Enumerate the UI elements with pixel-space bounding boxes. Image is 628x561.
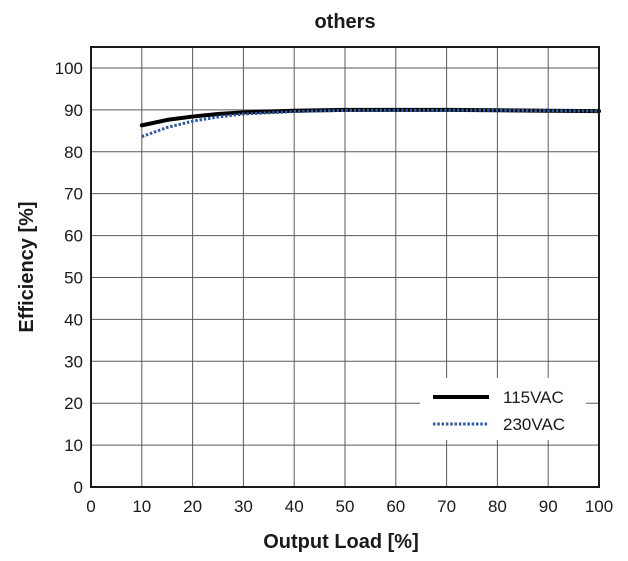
y-tick-label: 10 [64, 436, 83, 455]
chart-title: others [314, 11, 375, 33]
y-axis-title: Efficiency [%] [16, 201, 38, 332]
x-tick-label: 30 [234, 497, 253, 516]
x-tick-label: 60 [386, 497, 405, 516]
y-tick-label: 70 [64, 185, 83, 204]
legend: 115VAC 230VAC [420, 378, 586, 440]
series-line-230vac [141, 108, 600, 139]
plot-frame [90, 46, 600, 488]
series-layer [139, 107, 601, 139]
y-tick-labels: 0 10 20 30 40 50 60 70 80 90 100 [55, 59, 83, 497]
x-tick-labels: 0 10 20 30 40 50 60 70 80 90 100 [86, 497, 613, 516]
series-line-115vac [139, 107, 601, 128]
x-tick-label: 10 [132, 497, 151, 516]
x-tick-label: 50 [336, 497, 355, 516]
y-tick-label: 50 [64, 268, 83, 287]
x-tick-label: 20 [183, 497, 202, 516]
y-tick-label: 60 [64, 227, 83, 246]
legend-label-115vac: 115VAC [503, 388, 564, 407]
y-tick-label: 90 [64, 101, 83, 120]
y-tick-label: 30 [64, 352, 83, 371]
x-tick-label: 90 [539, 497, 558, 516]
x-tick-label: 70 [437, 497, 456, 516]
legend-label-230vac: 230VAC [503, 415, 565, 434]
x-tick-label: 40 [285, 497, 304, 516]
y-tick-label: 80 [64, 143, 83, 162]
x-tick-label: 80 [488, 497, 507, 516]
legend-box [420, 378, 586, 440]
x-tick-label: 100 [585, 497, 613, 516]
y-tick-label: 40 [64, 310, 83, 329]
y-tick-label: 0 [74, 478, 83, 497]
y-tick-label: 20 [64, 394, 83, 413]
y-tick-label: 100 [55, 59, 83, 78]
x-tick-label: 0 [86, 497, 95, 516]
x-axis-title: Output Load [%] [263, 531, 419, 553]
